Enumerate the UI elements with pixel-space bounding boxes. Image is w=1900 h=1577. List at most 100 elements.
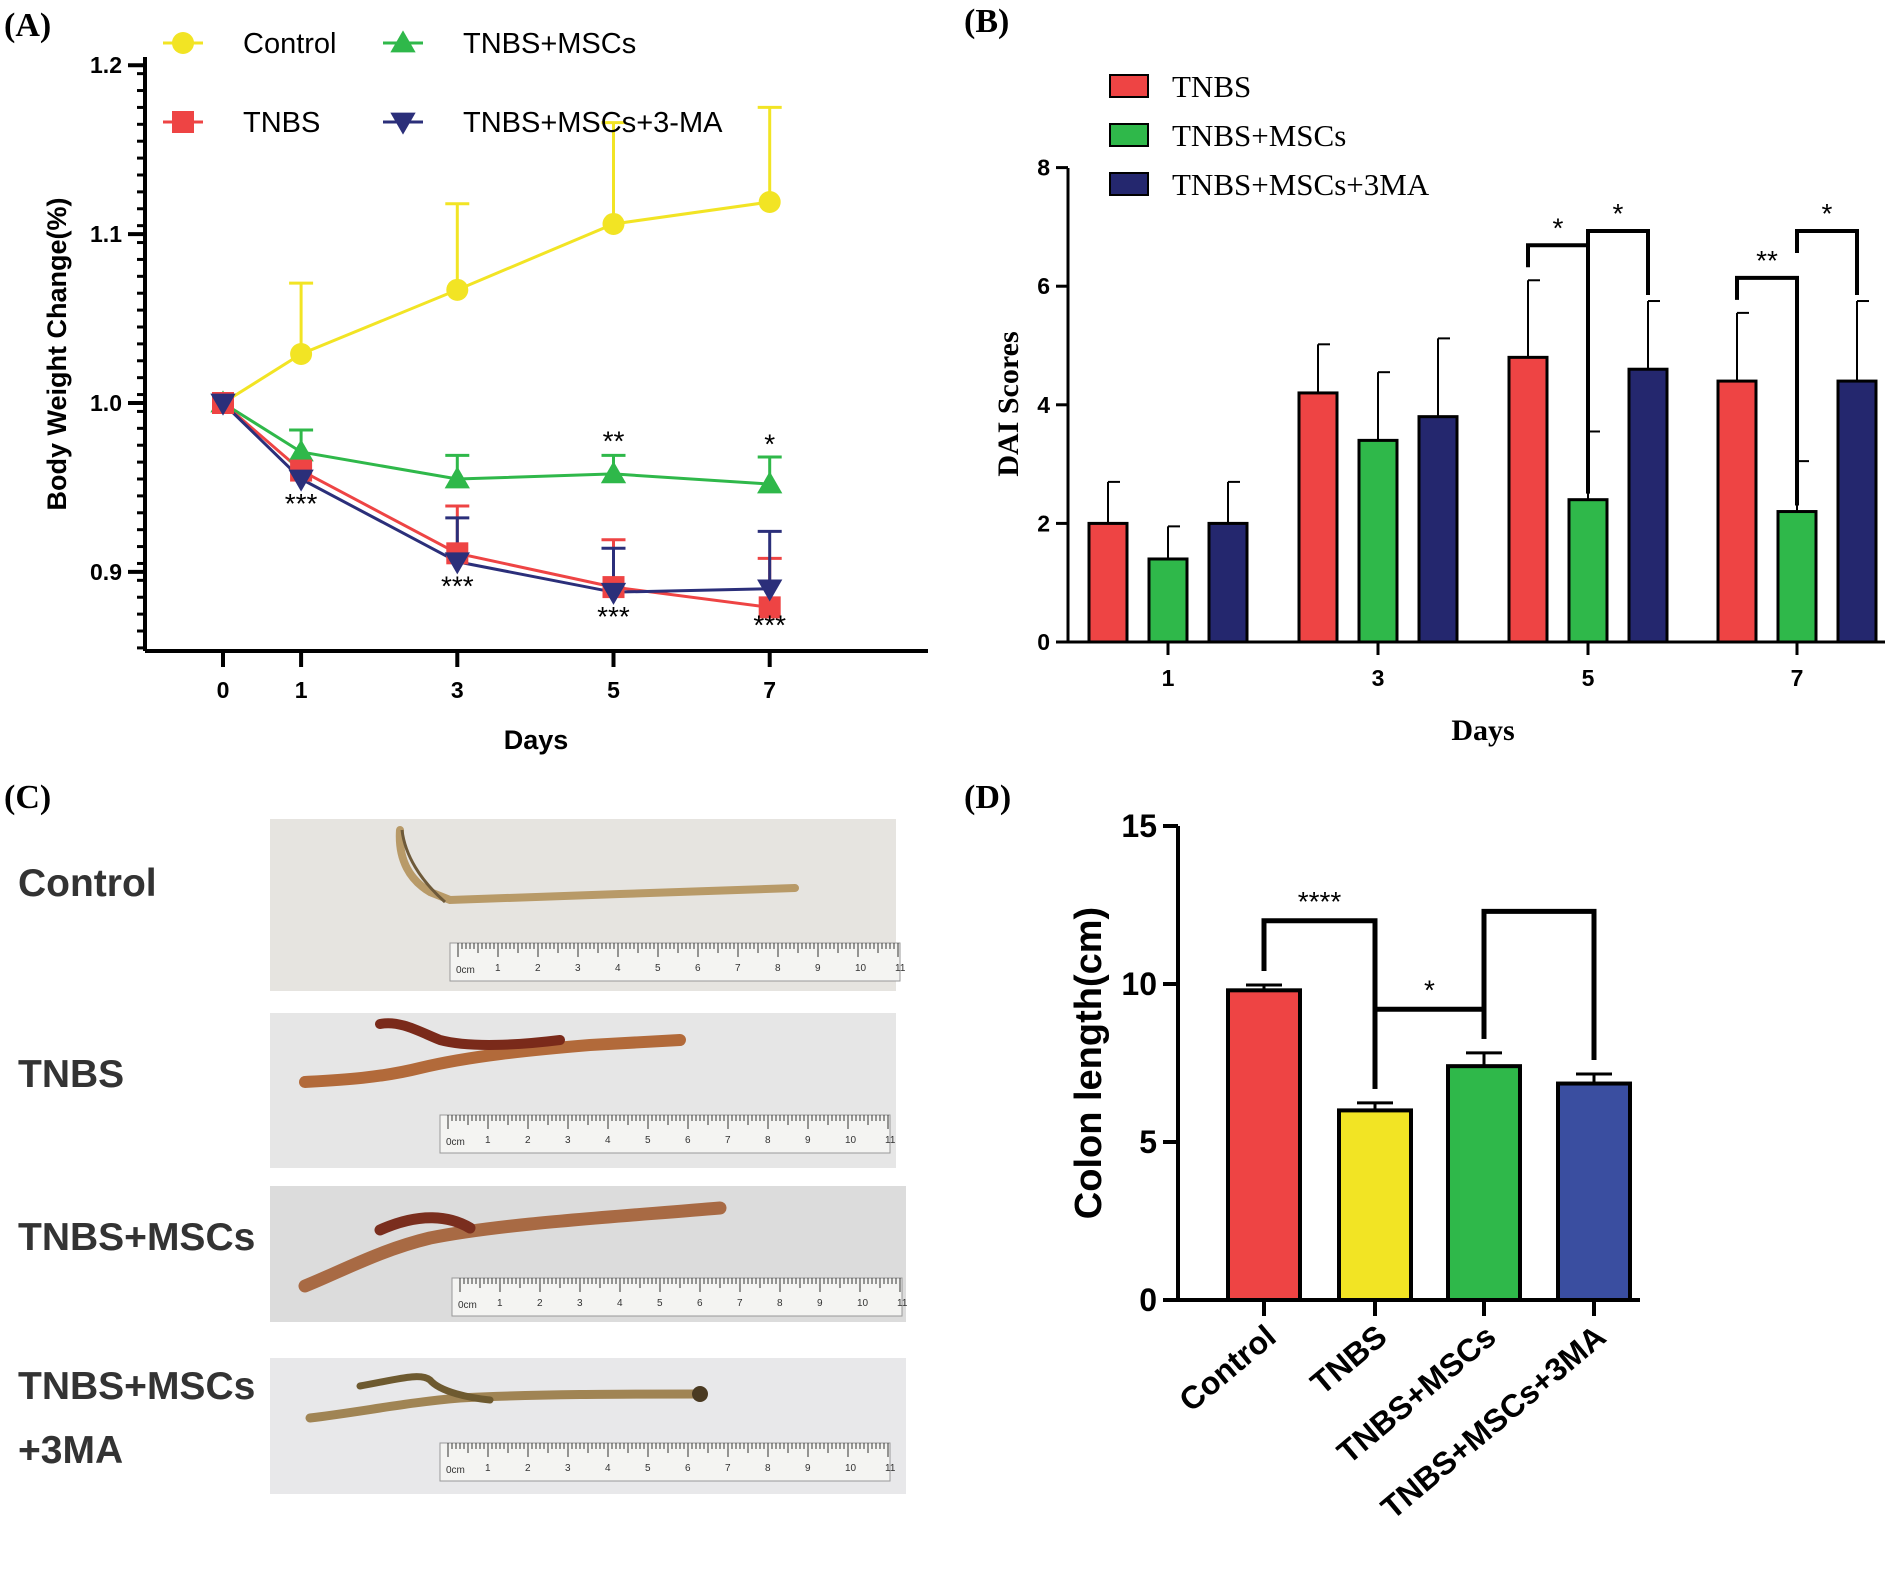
ruler-body [449,942,901,982]
panel-b-y-tick-label: 0 [1037,629,1050,655]
panel-d-significance-bracket [1261,918,1378,1089]
ruler-unit-label: 0cm [456,965,475,976]
panel-a-y-tick-label: 0.9 [90,559,122,585]
panel-a-legend-label: TNBS+MSCs+3-MA [463,107,723,139]
ruler-number: 6 [697,1298,703,1309]
panel-a-point [602,212,625,235]
ruler-number: 5 [655,963,661,974]
panel-b-significance-label: ** [1756,245,1778,276]
panel-a-point [758,596,781,619]
colon-specimen-tnbs [299,1034,686,1088]
panel-d-bar-control [1226,988,1302,1302]
ruler-number: 9 [817,1298,823,1309]
panel-a-markers-tnbs-mscs-3-ma [210,393,783,605]
ruler-number: 8 [765,1463,771,1474]
panel-a-legend-label: TNBS [243,107,320,139]
colon-specimen-tnbs-mscs [298,1201,727,1293]
panel-a-point [210,393,236,416]
panel-b-y-axis-label: DAI Scores [992,331,1025,476]
panel-d-y-axis-label: Colon length(cm) [1068,907,1110,1219]
ruler-number: 7 [725,1135,731,1146]
panel-letter-d: (D) [964,779,1011,816]
panel-b-significance-label: * [1613,198,1624,229]
ruler-number: 11 [885,1463,896,1474]
panel-b-bar-tnbs-mscs-day-1 [1147,557,1189,644]
panel-d-bar-tnbs-mscs [1446,1064,1522,1303]
ruler-number: 6 [685,1135,691,1146]
panel-d-y-tick-label: 5 [1139,1124,1157,1160]
panel-a-significance-label: * [764,429,775,460]
ruler-body [439,1442,891,1482]
ruler-tnbs-mscs: 0cm 1 2 3 4 5 6 7 8 9 10 11 [451,1277,908,1317]
colon-specimen-control [395,826,799,905]
panel-b-x-tick-label: 7 [1791,665,1804,691]
ruler-number: 11 [897,1298,908,1309]
ruler-number: 7 [725,1463,731,1474]
photo-label-tnbs-mscs-3ma-line2: +3MA [18,1429,123,1472]
panel-a-markers-tnbs-mscs [210,390,783,494]
ruler-number: 8 [775,963,781,974]
photo-label-control: Control [18,862,157,905]
panel-b-bar-tnbs-day-7 [1716,379,1758,644]
panel-d-significance-label: * [1424,974,1435,1005]
ruler-number: 6 [685,1463,691,1474]
panel-c-colon-photos: Control 0cm 1 2 3 4 5 6 7 8 9 10 11 TNBS 0cm 1 2 3 4 5 6 7… [18,819,908,1494]
panel-b-y-tick-label: 2 [1037,510,1050,536]
panel-b-bar-tnbs-day-5 [1507,355,1549,644]
panel-b-significance-label: * [1553,212,1564,243]
panel-letter-a: (A) [4,7,51,44]
panel-b-bar-tnbs-day-1 [1087,521,1129,644]
ruler-number: 4 [605,1135,611,1146]
ruler-number: 5 [657,1298,663,1309]
panel-letter-b: (B) [964,3,1009,40]
ruler-unit-label: 0cm [446,1137,465,1148]
ruler-number: 10 [845,1135,857,1146]
panel-b-x-axis-label: Days [1451,714,1514,747]
panel-a-y-tick-label: 1.2 [90,52,122,78]
ruler-number: 2 [525,1135,531,1146]
panel-a-legend-label: Control [243,28,337,60]
ruler-number: 9 [805,1463,811,1474]
photo-control: 0cm 1 2 3 4 5 6 7 8 9 10 11 [270,819,906,991]
panel-a-point [288,439,314,462]
ruler-number: 11 [885,1135,896,1146]
panel-d-y-tick-label: 0 [1139,1282,1157,1318]
panel-b-legend-swatch [1109,172,1149,196]
panel-a-legend-marker [172,111,194,133]
ruler-unit-label: 0cm [458,1300,477,1311]
panel-b-legend: TNBS TNBS+MSCs TNBS+MSCs+3MA [1109,69,1430,202]
panel-d-significance-label: **** [1298,886,1342,917]
panel-b-significance-bracket [1586,229,1650,296]
panel-b-legend-swatch [1109,123,1149,147]
ruler-number: 9 [805,1135,811,1146]
panel-a-point [444,552,470,575]
panel-a-legend-marker [172,32,194,54]
ruler-number: 4 [617,1298,623,1309]
ruler-number: 10 [857,1298,869,1309]
panel-d-x-tick-label: TNBS [1304,1318,1394,1402]
panel-b-bar-tnbs-mscs-3ma-day-7 [1836,379,1878,644]
panel-a-point [288,469,314,492]
ruler-number: 7 [735,963,741,974]
panel-b-significance-bracket [1735,275,1799,506]
panel-a-legend: Control TNBS+MSCs TNBS TNBS+MSCs+3-MA [163,28,723,139]
photo-label-tnbs: TNBS [18,1053,124,1096]
panel-b-bar-tnbs-mscs-day-5 [1567,498,1609,644]
panel-a-minor-ticks [137,72,145,650]
panel-d-bar-tnbs [1337,1108,1413,1303]
panel-a-x-tick-label: 0 [217,677,230,703]
ruler-number: 8 [777,1298,783,1309]
panel-b-y-tick-label: 6 [1037,273,1050,299]
ruler-number: 1 [495,963,501,974]
panel-a-point [446,278,469,301]
panel-b-bar-tnbs-mscs-3ma-day-1 [1207,521,1249,644]
ruler-number: 3 [575,963,581,974]
ruler-body [439,1114,891,1154]
panel-a-line-control [222,200,770,405]
panel-d-significance-bracket [1481,908,1597,1061]
panel-a-y-axis-label: Body Weight Change(%) [42,198,72,511]
panel-a-point [600,582,627,605]
photo-tnbs-mscs: 0cm 1 2 3 4 5 6 7 8 9 10 11 [270,1186,908,1322]
panel-a-x-tick-label: 1 [295,677,308,703]
